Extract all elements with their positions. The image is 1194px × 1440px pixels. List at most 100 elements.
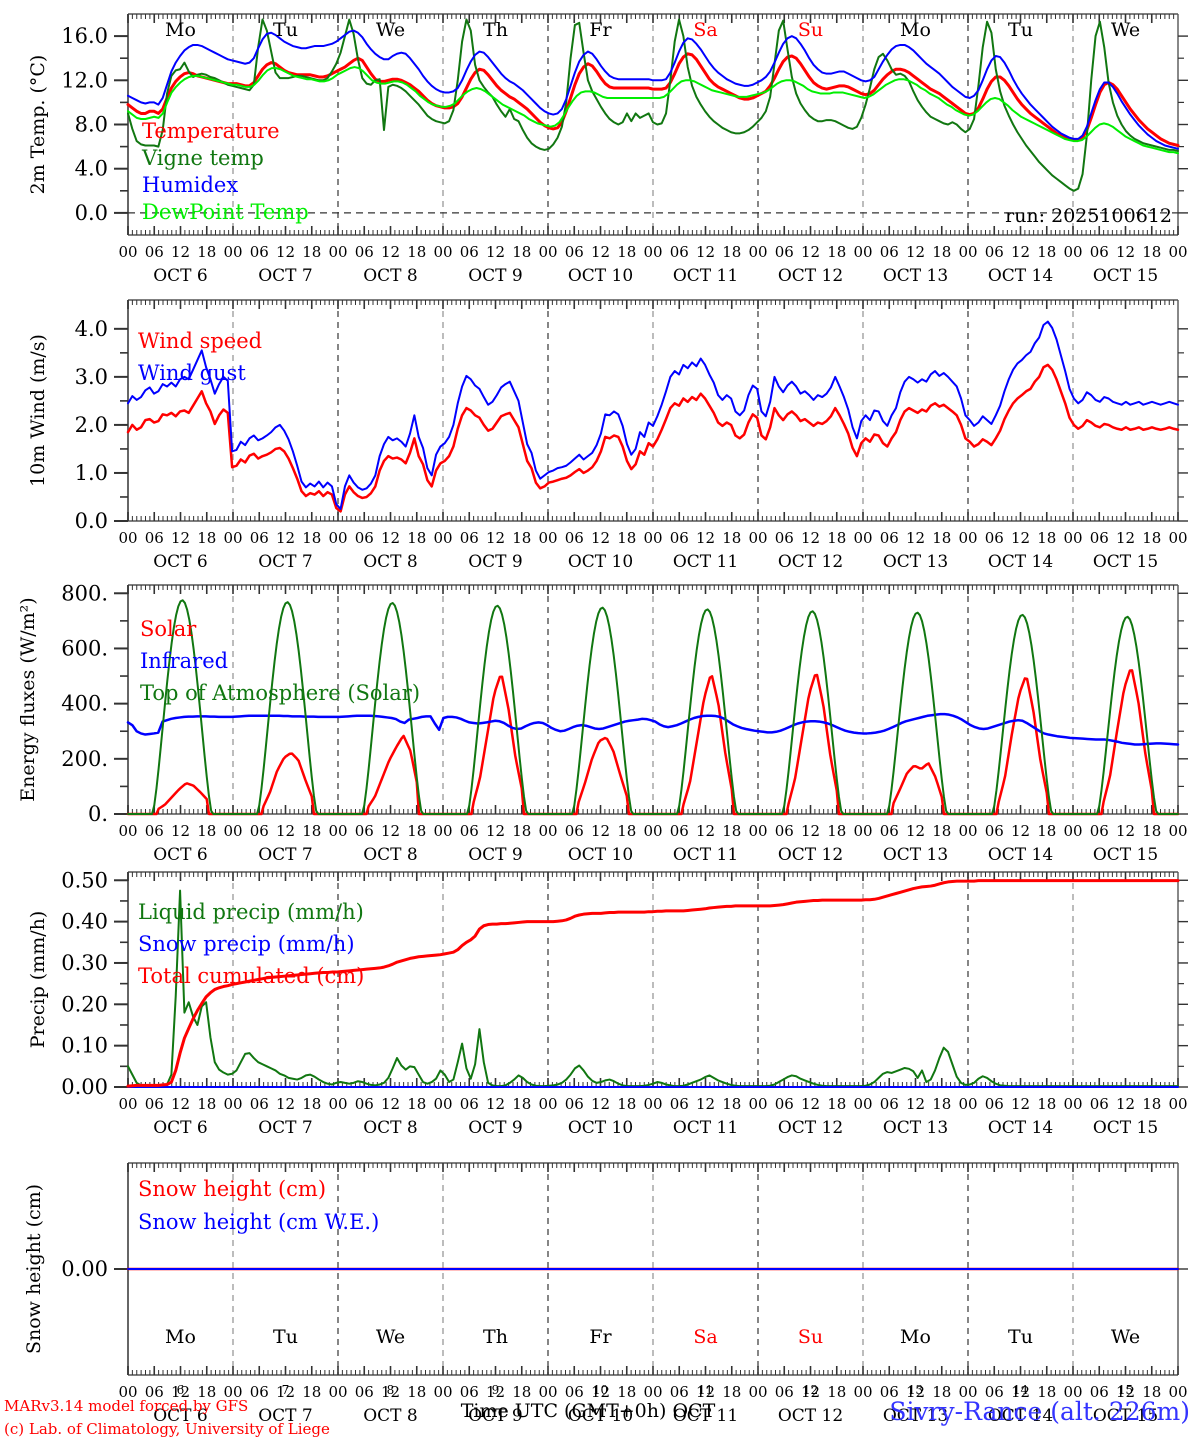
weekday-label-bottom: Mo: [165, 1326, 196, 1348]
weekday-label-bottom: Fr: [589, 1326, 612, 1348]
hour-label: 12: [696, 1383, 715, 1401]
weekday-label-top: Tu: [1008, 19, 1033, 41]
day-number-label: 8: [387, 1383, 395, 1397]
hour-label: 00: [538, 529, 557, 547]
day-number-label: 13: [908, 1383, 923, 1397]
legend-snow-height-cm-: Snow height (cm): [138, 1177, 326, 1201]
hour-label: 06: [460, 243, 479, 261]
hour-label: 12: [486, 1383, 505, 1401]
y-tick-label: 4.0: [75, 317, 108, 341]
date-label: OCT 14: [988, 845, 1053, 865]
hour-label: 06: [355, 529, 374, 547]
weekday-label-bottom: Tu: [1008, 1326, 1033, 1348]
model-credit-line-1: MARv3.14 model forced by GFS: [4, 1397, 248, 1415]
hour-label: 00: [328, 1095, 347, 1113]
hour-label: 12: [801, 243, 820, 261]
y-tick-label: 0.20: [61, 992, 108, 1016]
date-label: OCT 6: [153, 1118, 208, 1138]
hour-label: 12: [696, 243, 715, 261]
date-label: OCT 9: [468, 845, 523, 865]
hour-label: 12: [171, 1383, 190, 1401]
legend-liquid-precip-mm-h-: Liquid precip (mm/h): [138, 900, 364, 924]
hour-label: 06: [1090, 822, 1109, 840]
hour-label: 00: [643, 529, 662, 547]
date-label: OCT 6: [153, 552, 208, 572]
hour-label: 06: [565, 243, 584, 261]
hour-label: 12: [276, 1095, 295, 1113]
date-label: OCT 7: [258, 845, 313, 865]
date-label: OCT 10: [568, 552, 633, 572]
date-label: OCT 11: [673, 1118, 738, 1138]
y-axis-title: Energy fluxes (W/m²): [17, 597, 39, 801]
hour-label: 00: [433, 529, 452, 547]
hour-label: 18: [407, 1095, 426, 1113]
hour-label: 00: [748, 1383, 767, 1401]
hour-label: 00: [118, 1383, 137, 1401]
hour-label: 06: [670, 822, 689, 840]
y-tick-label: 4.0: [75, 157, 108, 181]
legend-top-of-atmosphere-solar-: Top of Atmosphere (Solar): [140, 681, 420, 705]
hour-label: 18: [827, 243, 846, 261]
hour-label: 12: [486, 1095, 505, 1113]
hour-label: 06: [460, 529, 479, 547]
hour-label: 00: [1168, 243, 1187, 261]
date-label: OCT 8: [363, 552, 418, 572]
hour-label: 12: [591, 1095, 610, 1113]
panel-temperature: [114, 13, 1188, 236]
date-label: OCT 14: [988, 1406, 1053, 1426]
legend-vigne-temp: Vigne temp: [141, 146, 264, 170]
hour-label: 18: [407, 822, 426, 840]
hour-label: 06: [355, 1383, 374, 1401]
hour-label: 12: [381, 529, 400, 547]
hour-label: 00: [118, 1095, 137, 1113]
hour-label: 12: [486, 243, 505, 261]
hour-label: 00: [643, 822, 662, 840]
hour-label: 18: [407, 1383, 426, 1401]
hour-label: 18: [722, 1383, 741, 1401]
hour-label: 12: [801, 529, 820, 547]
hour-label: 12: [1011, 822, 1030, 840]
hour-label: 00: [1168, 822, 1187, 840]
hour-label: 00: [1168, 1383, 1187, 1401]
y-tick-label: 0.: [88, 802, 108, 826]
hour-label: 12: [696, 822, 715, 840]
hour-label: 00: [1063, 243, 1082, 261]
hour-label: 06: [775, 1095, 794, 1113]
date-label: OCT 9: [468, 552, 523, 572]
hour-label: 12: [381, 1095, 400, 1113]
y-tick-label: 0.30: [61, 951, 108, 975]
hour-label: 18: [1037, 243, 1056, 261]
hour-label: 00: [223, 529, 242, 547]
hour-label: 06: [565, 529, 584, 547]
hour-label: 06: [880, 243, 899, 261]
hour-label: 12: [906, 529, 925, 547]
hour-label: 12: [381, 1383, 400, 1401]
hour-label: 12: [1116, 822, 1135, 840]
y-tick-label: 0.40: [61, 910, 108, 934]
date-label: OCT 8: [363, 845, 418, 865]
hour-label: 18: [407, 243, 426, 261]
date-label: OCT 9: [468, 1406, 523, 1426]
weekday-label-bottom: Sa: [693, 1326, 717, 1348]
day-number-label: 7: [282, 1383, 290, 1397]
weekday-label-top: Su: [798, 19, 823, 41]
panel-snow_height: [114, 1162, 1188, 1376]
hour-label: 06: [145, 822, 164, 840]
hour-label: 12: [591, 243, 610, 261]
date-label: OCT 12: [778, 552, 843, 572]
hour-label: 12: [171, 243, 190, 261]
y-tick-label: 0.00: [61, 1257, 108, 1281]
series-wind-gust: [127, 320, 1179, 510]
hour-label: 00: [538, 1383, 557, 1401]
date-label: OCT 9: [468, 1118, 523, 1138]
date-label: OCT 8: [363, 266, 418, 286]
hour-label: 00: [433, 1095, 452, 1113]
hour-label: 00: [433, 1383, 452, 1401]
date-label: OCT 11: [673, 266, 738, 286]
legend-infrared: Infrared: [140, 649, 228, 673]
date-label: OCT 11: [673, 1406, 738, 1426]
hour-label: 12: [276, 822, 295, 840]
date-label: OCT 6: [153, 1406, 208, 1426]
